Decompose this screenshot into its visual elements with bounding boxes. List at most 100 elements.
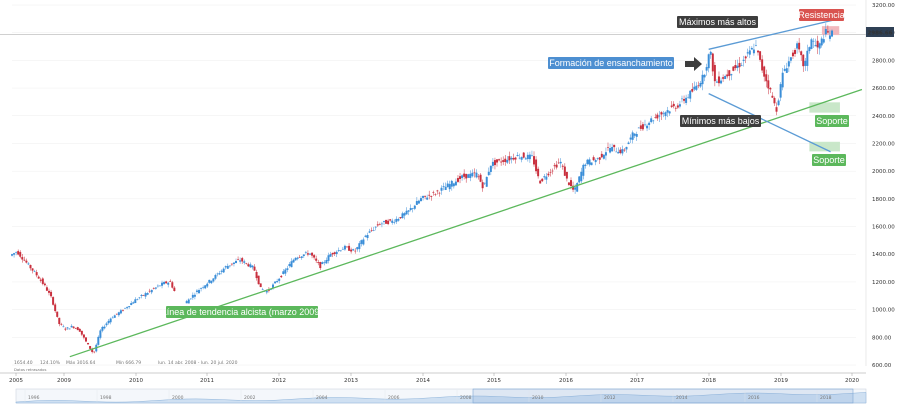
candle-body [664, 112, 667, 117]
broadening-label-box [548, 57, 674, 69]
x-tick-label: 2018 [702, 378, 716, 384]
grid-lines [0, 4, 866, 366]
candle-body [45, 287, 48, 291]
x-tick-label: 2016 [559, 378, 573, 384]
candle-body [767, 80, 770, 89]
x-tick-label: 2014 [416, 378, 430, 384]
candle-body [676, 105, 679, 108]
candle-body [154, 287, 157, 289]
candle-body [787, 61, 790, 67]
candle-body [93, 351, 96, 353]
candle-body [167, 282, 170, 285]
candle-body [218, 273, 221, 275]
candle-body [115, 313, 118, 315]
candle-body [440, 187, 443, 191]
x-axis: 2005 2009 2010 2011 2012 2013 2014 2015 2016 2017… [0, 372, 866, 384]
candle-body [397, 218, 400, 221]
candle-body [308, 253, 311, 255]
candle-body [656, 114, 659, 119]
candle-body [124, 307, 127, 309]
candle-body [247, 264, 250, 267]
navigator[interactable]: 1996 1998 2000 2002 2004 2006 2008 2010 2012 2014… [15, 388, 867, 404]
stat-max: Máx 3016.64 [66, 359, 95, 366]
candle-body [654, 117, 657, 118]
candle-body [230, 263, 233, 265]
candle-body [685, 97, 688, 103]
candle-body [703, 74, 706, 78]
candle-body [831, 30, 834, 37]
candle-body [726, 74, 729, 77]
candle-body [126, 307, 129, 309]
candle-body [547, 173, 550, 176]
candle-body [826, 31, 829, 33]
candle-body [101, 326, 104, 331]
candle-body [485, 176, 488, 187]
candle-body [549, 172, 552, 173]
candle-body [428, 194, 431, 196]
candle-body [21, 257, 24, 260]
candle-body [117, 312, 120, 316]
candle-body [391, 220, 394, 223]
candle-body [315, 258, 318, 261]
candle-body [514, 157, 517, 160]
navigator-tick-label: 2008 [460, 395, 472, 401]
candle-body [337, 250, 340, 251]
candle-body [736, 65, 739, 68]
candle-body [479, 174, 482, 182]
candle-body [779, 84, 782, 98]
candle-body [282, 271, 285, 275]
candle-body [232, 262, 235, 264]
candle-body [426, 197, 429, 200]
candle-body [17, 251, 20, 255]
stat-range: lun. 14 abr. 2008 - lun. 20 jul. 2020 [158, 360, 238, 366]
candle-body [740, 65, 743, 66]
candle-body [715, 81, 718, 83]
candle-body [354, 250, 357, 252]
candle-body [680, 98, 683, 100]
candle-body [290, 261, 293, 268]
candle-body [565, 171, 568, 179]
candle-body [19, 252, 22, 257]
candle-body [576, 183, 579, 192]
candle-body [481, 182, 484, 189]
candle-body [763, 66, 766, 77]
candle-body [444, 186, 447, 190]
candle-body [588, 159, 591, 165]
x-tick-label: 2011 [200, 378, 214, 384]
candle-body [802, 54, 805, 67]
candle-body [541, 178, 544, 182]
candle-body [773, 97, 776, 104]
candle-body [500, 161, 503, 163]
candle-body [584, 164, 587, 166]
candle-body [695, 85, 698, 90]
candle-body [791, 52, 794, 57]
candle-body [510, 157, 513, 160]
candle-body [765, 74, 768, 82]
candle-body [119, 310, 122, 314]
candle-body [378, 224, 381, 225]
candle-body [185, 301, 188, 304]
candle-body [84, 337, 87, 342]
candle-body [99, 330, 102, 338]
candle-body [432, 192, 435, 193]
candle-body [452, 183, 455, 187]
candle-body [689, 90, 692, 99]
candle-body [668, 111, 671, 114]
candle-body [298, 257, 301, 258]
candle-body [687, 96, 690, 98]
candle-body [210, 280, 213, 284]
y-tick-label: 1000.00 [872, 308, 895, 314]
candle-body [385, 219, 388, 224]
broadening-label: Formación de ensanchamiento [549, 58, 673, 68]
candle-body [619, 149, 622, 153]
candle-body [370, 230, 373, 231]
candle-body [818, 43, 821, 49]
navigator-tick-label: 1998 [100, 395, 112, 401]
candle-body [249, 264, 252, 268]
candle-body [473, 172, 476, 174]
candle-body [214, 275, 217, 279]
candle-body [623, 149, 626, 151]
support-label-2: Soporte [813, 155, 845, 165]
navigator-series-area [15, 392, 867, 404]
